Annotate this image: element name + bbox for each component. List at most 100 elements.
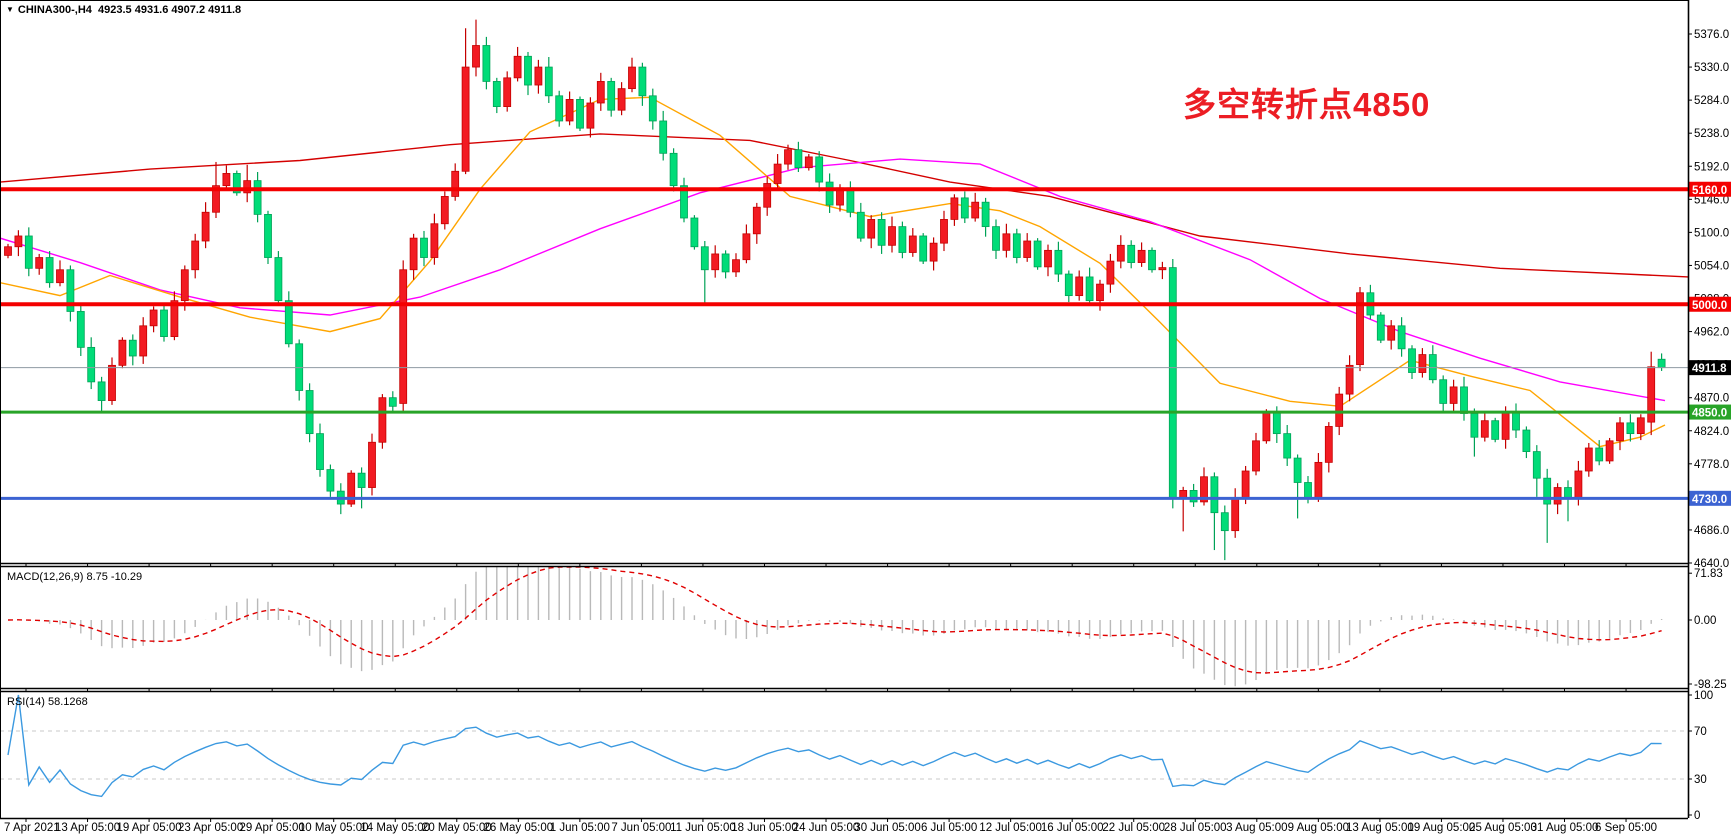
candle-body — [773, 163, 782, 184]
candle-body — [1335, 393, 1344, 427]
candle-body — [1189, 490, 1198, 503]
candle-body — [908, 235, 917, 253]
time-tick-label: 25 Aug 05:00 — [1469, 822, 1537, 834]
price-axis: 5376.0 5330.0 5284.0 5238.0 5192.0 5146.0 5100… — [1688, 29, 1731, 570]
candle-body — [638, 66, 647, 97]
symbol-ohlc-values: 4923.5 4931.6 4907.2 4911.8 — [98, 4, 242, 16]
price-tick-label: 4870.0 — [1694, 393, 1729, 405]
candle-body — [1283, 433, 1292, 459]
candle-body — [420, 237, 428, 258]
candlestick-series — [4, 19, 1666, 561]
time-tick-label: 26 May 05:00 — [483, 822, 553, 834]
candle-body — [960, 197, 969, 219]
candle-body — [1148, 249, 1156, 271]
candle-body — [565, 99, 574, 122]
candle-body — [628, 66, 636, 90]
price-label-box — [1689, 490, 1731, 506]
candle-body — [1116, 244, 1125, 262]
rsi-tick-label: 0 — [1694, 810, 1700, 822]
time-tick-label: 6 Jul 05:00 — [921, 822, 977, 834]
candle-body — [1085, 276, 1094, 302]
candle-body — [1168, 267, 1177, 498]
candle-body — [1231, 497, 1240, 532]
symbol-name: CHINA300-,H4 — [17, 4, 92, 16]
candle-body — [45, 257, 54, 284]
candle-body — [1616, 422, 1624, 442]
candle-body — [971, 201, 980, 219]
candle-body — [576, 99, 584, 129]
candle-body — [430, 223, 439, 258]
time-tick-label: 1 Jun 05:00 — [550, 822, 610, 834]
candle-body — [388, 397, 397, 407]
candle-body — [1532, 451, 1541, 479]
macd-indicator-label: MACD(12,26,9) 8.75 -10.29 — [7, 571, 143, 583]
price-tick-label: 4962.0 — [1694, 327, 1729, 339]
candle-body — [1272, 411, 1281, 435]
candle-body — [1304, 482, 1312, 499]
candle-body — [1200, 476, 1208, 503]
time-tick-label: 3 Aug 05:00 — [1226, 822, 1287, 834]
time-tick-label: 6 Sep 05:00 — [1595, 822, 1657, 834]
candle-body — [1210, 476, 1219, 514]
candle-body — [1324, 426, 1333, 463]
candle-body — [170, 300, 179, 337]
candle-body — [659, 120, 668, 154]
candle-body — [118, 339, 127, 366]
candle-body — [804, 156, 813, 169]
candle-body — [128, 339, 137, 357]
time-tick-label: 13 Aug 05:00 — [1346, 822, 1414, 834]
candle-body — [586, 102, 595, 129]
candle-body — [1179, 490, 1188, 498]
candle-body — [1054, 249, 1063, 275]
candle-body — [607, 81, 616, 111]
time-tick-label: 19 Apr 05:00 — [116, 822, 181, 834]
candle-body — [732, 259, 740, 273]
time-tick-label: 7 Jun 05:00 — [611, 822, 671, 834]
candle-body — [357, 472, 366, 488]
candle-body — [1480, 420, 1489, 438]
candle-body — [555, 95, 564, 122]
time-tick-label: 31 Aug 05:00 — [1531, 822, 1599, 834]
candle-body — [66, 269, 75, 312]
time-tick-label: 16 Jul 05:00 — [1041, 822, 1104, 834]
price-tick-label: 4686.0 — [1694, 525, 1729, 537]
macd-tick-label: 71.83 — [1694, 568, 1723, 580]
candle-body — [1595, 447, 1604, 462]
symbol-dropdown-icon[interactable]: ▼ — [6, 5, 14, 14]
time-tick-label: 11 Jun 05:00 — [670, 822, 736, 834]
candle-body — [1522, 429, 1531, 452]
price-tick-label: 5376.0 — [1694, 29, 1729, 41]
candle-body — [940, 219, 948, 244]
fast-ma — [0, 96, 1666, 448]
candle-body — [1012, 233, 1021, 258]
candle-body — [1605, 440, 1614, 462]
candle-body — [56, 269, 64, 284]
candle-body — [544, 66, 553, 97]
candle-body — [867, 219, 876, 239]
price-tick-label: 5284.0 — [1694, 95, 1729, 107]
candle-body — [97, 381, 106, 401]
candle-body — [1314, 461, 1323, 499]
candle-body — [316, 433, 324, 470]
candle-body — [461, 66, 470, 172]
candle-body — [1044, 249, 1052, 268]
candle-body — [180, 269, 189, 302]
macd-tick-label: -98.25 — [1694, 679, 1727, 691]
price-label-text: 5000.0 — [1692, 300, 1727, 312]
price-tick-label: 4824.0 — [1694, 426, 1729, 438]
candle-body — [451, 170, 460, 197]
price-tick-label: 5330.0 — [1694, 62, 1729, 74]
candle-body — [326, 469, 335, 492]
candle-body — [139, 325, 148, 357]
candle-body — [1470, 413, 1479, 438]
candle-body — [1418, 354, 1427, 373]
candle-body — [524, 55, 532, 86]
candle-body — [690, 217, 699, 248]
candle-body — [742, 233, 751, 261]
candle-body — [856, 211, 865, 239]
candle-body — [700, 246, 709, 271]
candle-body — [763, 183, 772, 208]
price-tick-label: 5238.0 — [1694, 128, 1729, 140]
